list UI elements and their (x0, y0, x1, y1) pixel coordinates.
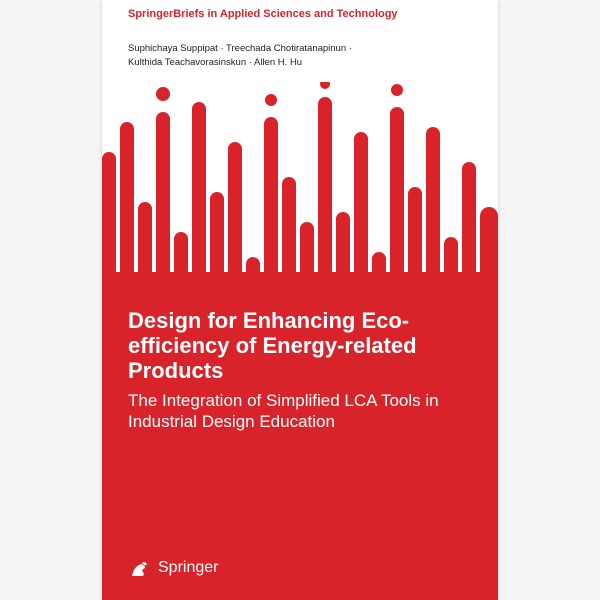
book-title: Design for Enhancing Eco-efficiency of E… (128, 308, 458, 384)
book-subtitle: The Integration of Simplified LCA Tools … (128, 390, 458, 433)
authors-block: Suphichaya Suppipat · Treechada Chotirat… (128, 42, 472, 70)
publisher-name: Springer (158, 559, 218, 577)
authors-line-1: Suphichaya Suppipat · Treechada Chotirat… (128, 42, 472, 56)
book-cover: SpringerBriefs in Applied Sciences and T… (102, 0, 498, 600)
publisher-mark: Springer (128, 556, 218, 580)
springer-horse-icon (128, 556, 152, 580)
authors-line-2: Kulthida Teachavorasinskun · Allen H. Hu (128, 56, 472, 70)
title-block: Design for Enhancing Eco-efficiency of E… (128, 308, 458, 432)
series-title: SpringerBriefs in Applied Sciences and T… (128, 8, 398, 20)
